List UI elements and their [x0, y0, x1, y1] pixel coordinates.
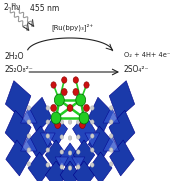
Circle shape: [60, 165, 64, 169]
Circle shape: [67, 104, 73, 111]
Polygon shape: [103, 107, 120, 123]
Polygon shape: [21, 107, 37, 123]
Circle shape: [46, 134, 50, 138]
Polygon shape: [72, 157, 85, 169]
Circle shape: [62, 77, 67, 83]
Circle shape: [27, 148, 31, 152]
Text: 455 nm: 455 nm: [30, 4, 60, 13]
Circle shape: [109, 106, 113, 110]
Circle shape: [51, 112, 61, 124]
Circle shape: [68, 120, 72, 124]
Circle shape: [60, 150, 64, 154]
Circle shape: [68, 151, 72, 155]
Polygon shape: [73, 161, 95, 181]
Polygon shape: [45, 161, 67, 181]
Polygon shape: [88, 126, 113, 160]
Polygon shape: [110, 140, 134, 176]
Circle shape: [27, 120, 31, 124]
Polygon shape: [28, 152, 51, 181]
Circle shape: [76, 135, 80, 139]
Polygon shape: [6, 140, 30, 176]
Circle shape: [90, 134, 94, 138]
Circle shape: [68, 166, 72, 170]
Polygon shape: [103, 135, 120, 151]
Polygon shape: [27, 97, 52, 133]
Circle shape: [73, 89, 79, 96]
Polygon shape: [55, 157, 68, 169]
Polygon shape: [73, 140, 95, 170]
Text: 2S₂O₈²⁻: 2S₂O₈²⁻: [4, 65, 33, 74]
Circle shape: [76, 94, 86, 106]
Circle shape: [46, 148, 50, 152]
Circle shape: [46, 106, 50, 110]
Circle shape: [51, 104, 56, 111]
Circle shape: [55, 121, 61, 129]
Text: 2H₂O: 2H₂O: [4, 52, 24, 61]
Text: 2SO₄²⁻: 2SO₄²⁻: [124, 65, 149, 74]
Polygon shape: [85, 133, 100, 147]
Circle shape: [109, 120, 113, 124]
Circle shape: [80, 121, 85, 129]
Polygon shape: [40, 133, 55, 147]
Polygon shape: [5, 110, 31, 150]
Circle shape: [68, 136, 72, 140]
Circle shape: [79, 112, 89, 124]
Polygon shape: [21, 135, 37, 151]
Polygon shape: [88, 97, 113, 133]
Circle shape: [90, 106, 94, 110]
Circle shape: [90, 148, 94, 152]
Polygon shape: [27, 126, 52, 160]
Text: [Ru(bpy)₃]²⁺: [Ru(bpy)₃]²⁺: [51, 23, 94, 31]
Circle shape: [109, 148, 113, 152]
Polygon shape: [89, 152, 112, 181]
Polygon shape: [59, 143, 81, 173]
Circle shape: [73, 77, 78, 83]
Circle shape: [51, 82, 56, 88]
Circle shape: [46, 163, 50, 167]
Circle shape: [84, 82, 89, 88]
Circle shape: [46, 120, 50, 124]
Text: O₂ + 4H+ 4e⁻: O₂ + 4H+ 4e⁻: [124, 52, 170, 58]
Circle shape: [61, 89, 67, 96]
Circle shape: [27, 134, 31, 138]
Circle shape: [27, 162, 31, 166]
Polygon shape: [44, 114, 68, 146]
Circle shape: [90, 120, 94, 124]
Circle shape: [84, 104, 89, 111]
Polygon shape: [60, 161, 80, 181]
Circle shape: [76, 120, 80, 124]
Circle shape: [109, 134, 113, 138]
Polygon shape: [5, 81, 31, 119]
Polygon shape: [73, 114, 96, 146]
Circle shape: [76, 150, 80, 154]
Circle shape: [109, 162, 113, 166]
Circle shape: [60, 135, 64, 139]
Polygon shape: [109, 81, 135, 119]
Circle shape: [76, 165, 80, 169]
Polygon shape: [45, 140, 67, 170]
Circle shape: [27, 106, 31, 110]
Circle shape: [60, 120, 64, 124]
Polygon shape: [109, 110, 135, 150]
Text: 2 hν: 2 hν: [4, 3, 21, 12]
Circle shape: [90, 163, 94, 167]
Circle shape: [54, 94, 64, 106]
